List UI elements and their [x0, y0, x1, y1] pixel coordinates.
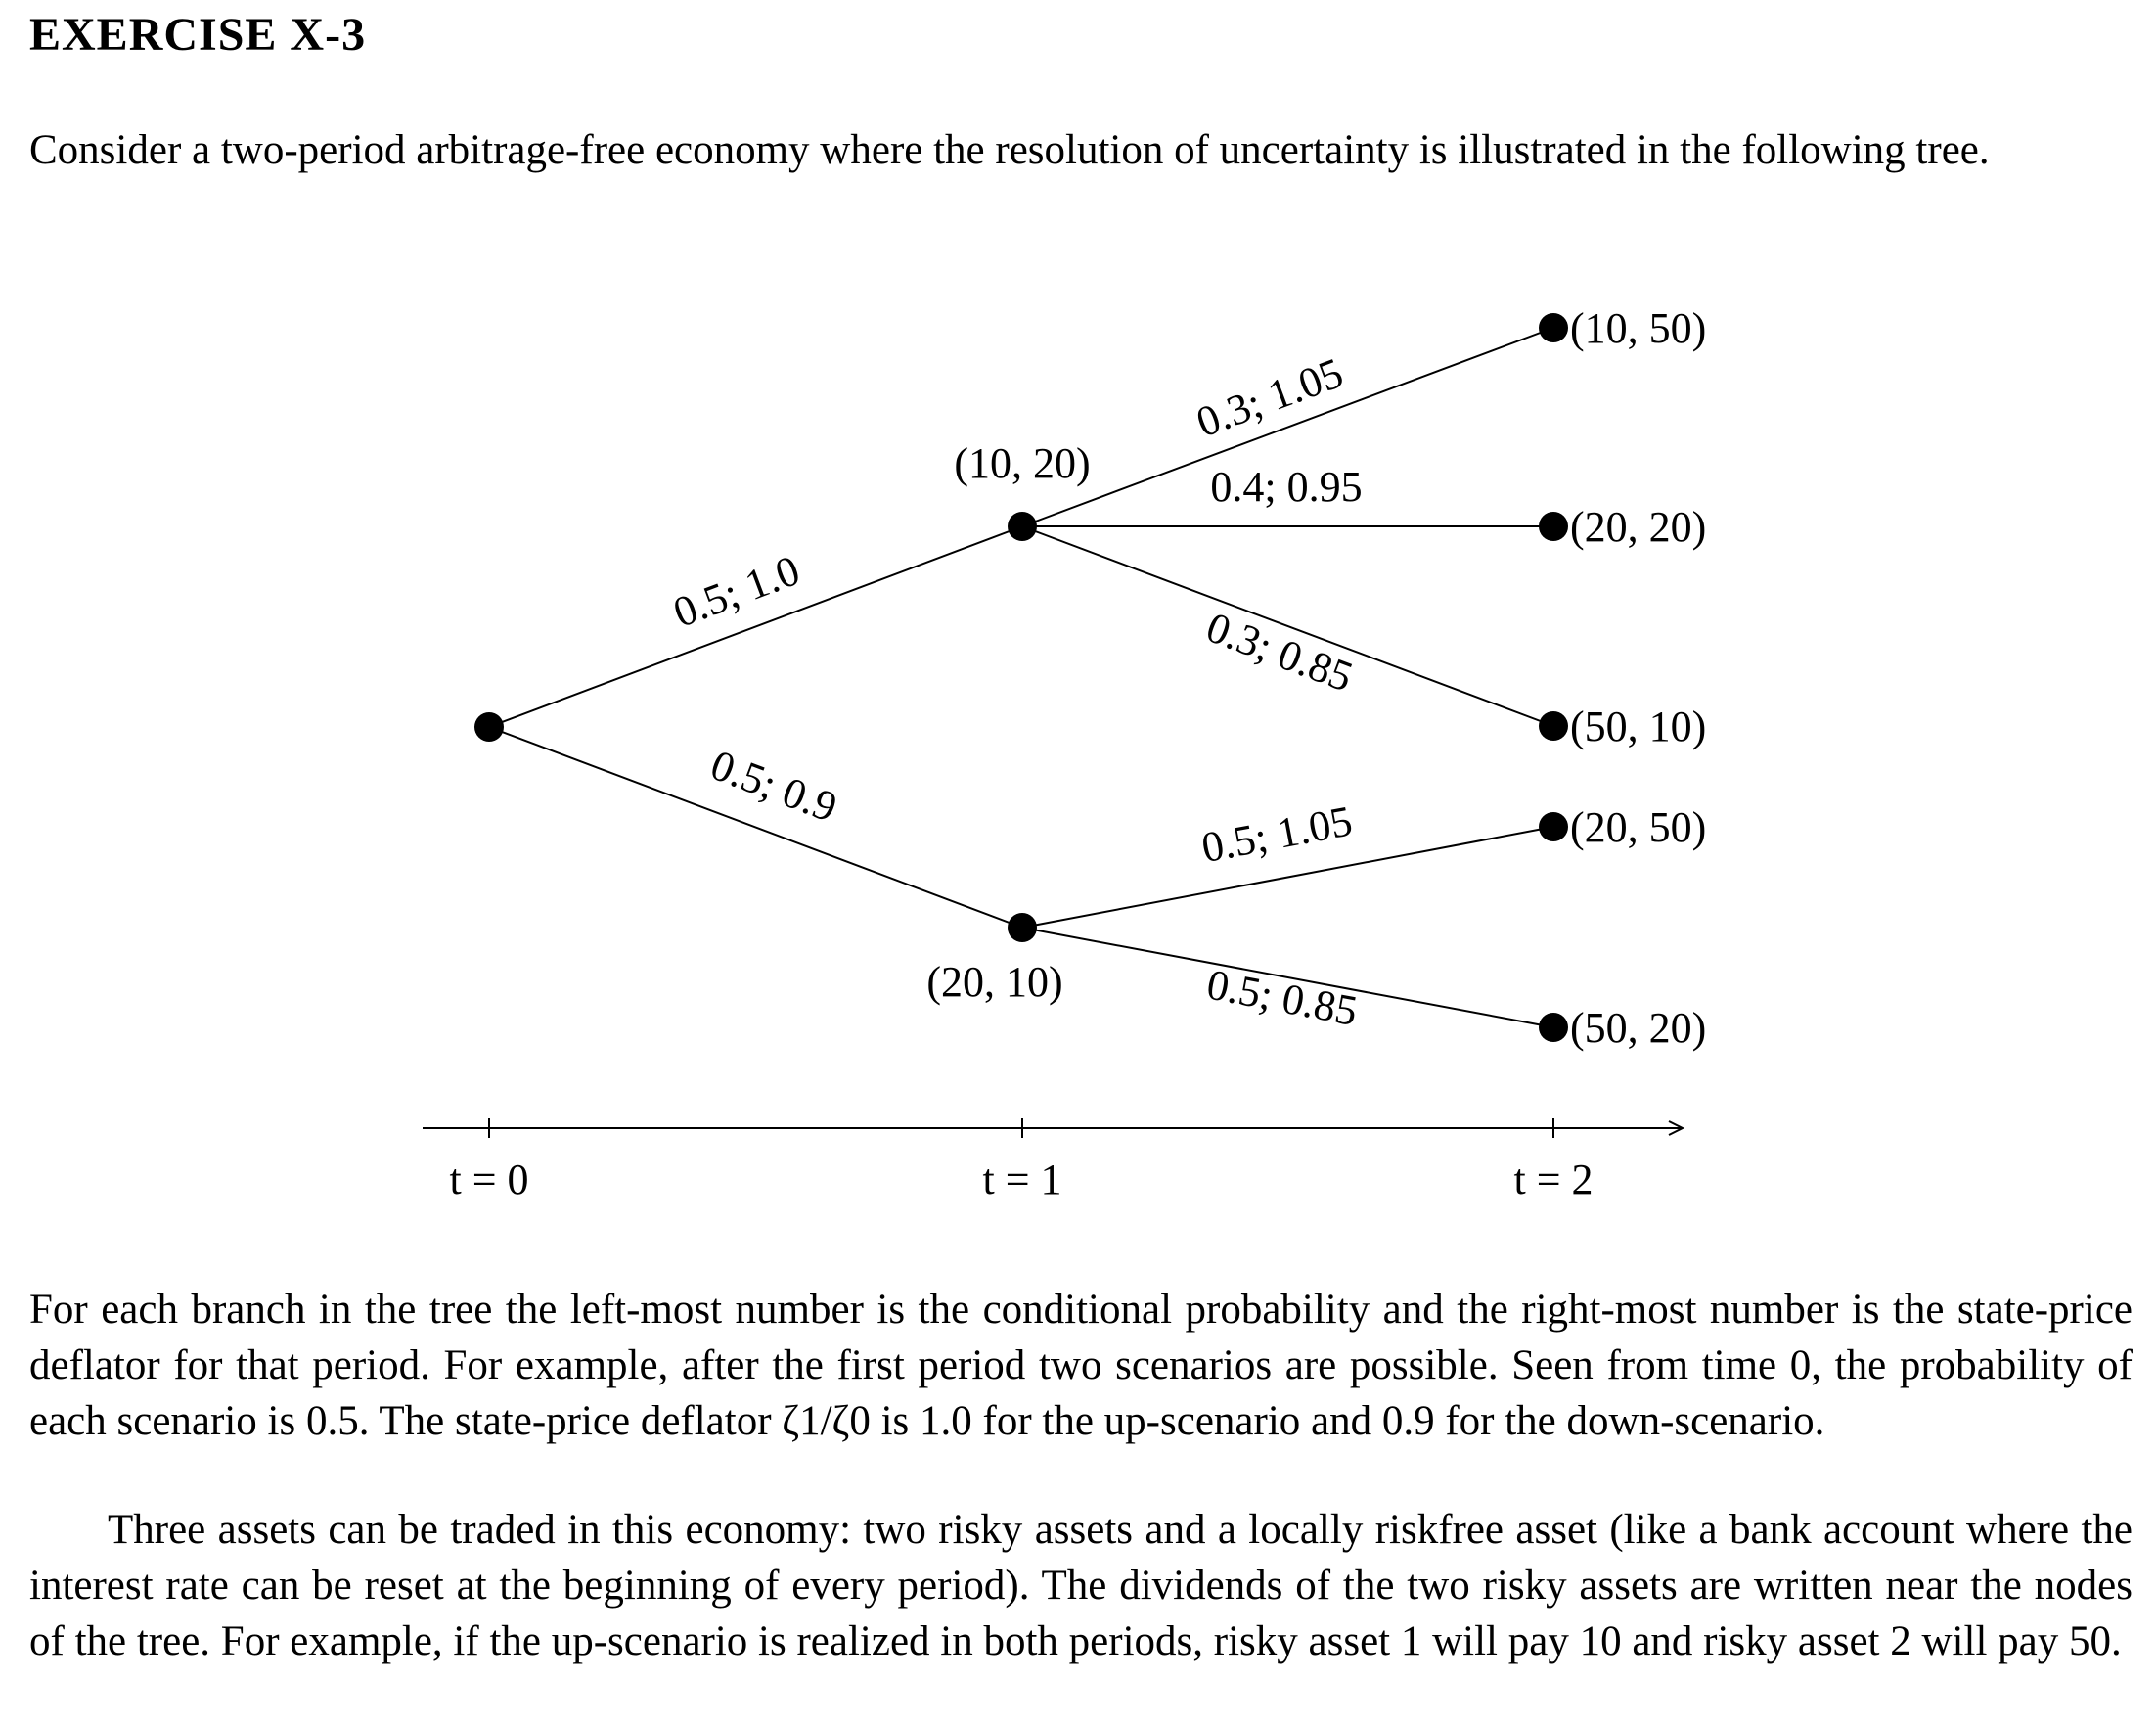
node-label-t2-5: (50, 20)	[1570, 1004, 1706, 1052]
branch-label-up-2: 0.4; 0.95	[1210, 463, 1362, 511]
branch-label-down-1: 0.5; 1.05	[1197, 796, 1356, 872]
intro-paragraph: Consider a two-period arbitrage-free eco…	[29, 127, 1990, 173]
node-t2-3	[1539, 711, 1568, 741]
branch-label-t0-down: 0.5; 0.9	[704, 741, 843, 832]
time-axis	[423, 1118, 1685, 1138]
node-t0	[474, 712, 504, 742]
event-tree-diagram: (10, 20) (20, 10) (10, 50) (20, 20) (50,…	[423, 304, 1706, 1203]
branch-up-3	[1021, 525, 1554, 727]
node-label-t2-3: (50, 10)	[1570, 703, 1706, 750]
exercise-title: EXERCISE X-3	[29, 9, 367, 61]
node-label-t1-up: (10, 20)	[954, 439, 1090, 487]
node-label-t2-1: (10, 50)	[1570, 304, 1706, 352]
node-t1-up	[1008, 512, 1037, 541]
branch-down-1	[1021, 826, 1554, 929]
branch-label-t0-up: 0.5; 1.0	[667, 546, 806, 637]
node-t1-down	[1008, 913, 1037, 942]
branch-label-up-1: 0.3; 1.05	[1190, 348, 1350, 446]
branch-up-1	[1021, 327, 1554, 527]
node-label-t2-4: (20, 50)	[1570, 803, 1706, 851]
assets-paragraph: Three assets can be traded in this econo…	[29, 1507, 2133, 1664]
time-label-t0: t = 0	[449, 1156, 528, 1203]
branch-t0-down	[488, 726, 1023, 929]
branch-label-down-2: 0.5; 0.85	[1203, 960, 1362, 1035]
explanation-paragraph: For each branch in the tree the left-mos…	[29, 1287, 2133, 1444]
node-label-t2-2: (20, 20)	[1570, 503, 1706, 551]
node-t2-2	[1539, 512, 1568, 541]
branch-t0-up	[488, 525, 1023, 728]
time-label-t2: t = 2	[1513, 1156, 1593, 1203]
time-label-t1: t = 1	[982, 1156, 1061, 1203]
branch-down-2	[1021, 927, 1554, 1028]
node-t2-1	[1539, 313, 1568, 342]
branch-label-up-3: 0.3; 0.85	[1200, 603, 1360, 701]
tree-nodes	[474, 313, 1568, 1042]
node-t2-4	[1539, 812, 1568, 841]
node-label-t1-down: (20, 10)	[926, 958, 1062, 1006]
node-t2-5	[1539, 1013, 1568, 1042]
tree-branches	[488, 327, 1554, 1028]
